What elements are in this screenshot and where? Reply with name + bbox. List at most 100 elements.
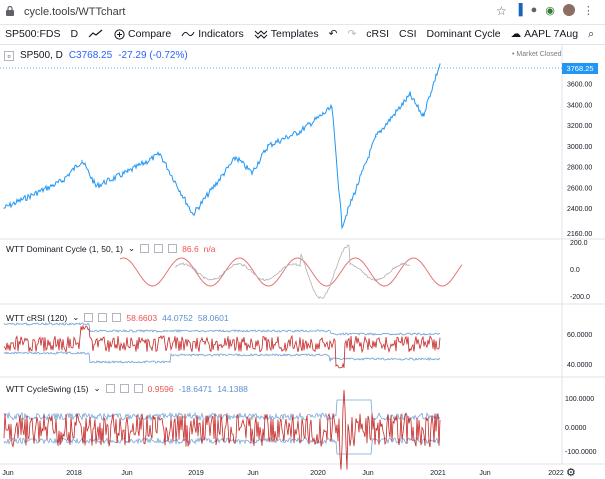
- legend-change: -27.29 (-0.72%): [118, 50, 188, 61]
- eye-icon[interactable]: [140, 244, 150, 253]
- cloud-symbol-button[interactable]: ☁ AAPL 7Aug: [506, 24, 583, 44]
- dc-axis-label: -200.0: [570, 294, 590, 301]
- crsi-value-3: 58.0601: [197, 312, 229, 323]
- chart-canvas[interactable]: 3600.00 3400.00 3200.00 3000.00 2800.00 2600.…: [0, 44, 605, 479]
- price-axis-label: 3200.00: [567, 123, 592, 130]
- price-axis-label: 3000.00: [567, 144, 592, 151]
- search-icon: ⌕: [588, 27, 594, 40]
- star-icon[interactable]: ☆: [496, 4, 507, 18]
- templates-icon: [254, 30, 268, 39]
- eye-icon[interactable]: [105, 384, 115, 393]
- extension-circle-icon[interactable]: ●: [530, 4, 538, 16]
- interval-label: D: [70, 28, 79, 40]
- lock-icon: [4, 5, 18, 19]
- extension-b-icon[interactable]: ▐: [514, 4, 523, 16]
- symbol-label: SP500:FDS: [5, 28, 61, 40]
- time-axis-label: Jun: [362, 470, 373, 477]
- csi-button[interactable]: CSI: [394, 24, 422, 44]
- settings-icon[interactable]: [98, 313, 108, 322]
- dc-axis-label: 200.0: [570, 240, 588, 247]
- price-data-point: [422, 115, 424, 117]
- extension-g-icon[interactable]: ◉: [545, 5, 555, 17]
- legend-symbol[interactable]: SP500, D: [20, 50, 63, 61]
- search-button[interactable]: ⌕: [583, 24, 599, 44]
- chevron-down-icon[interactable]: ⌄: [93, 383, 101, 393]
- crsi-label: cRSI: [366, 28, 390, 40]
- cloud-icon: ☁: [510, 28, 522, 40]
- redo-icon: ↷: [347, 28, 357, 40]
- plus-circle-icon: [114, 28, 125, 40]
- price-axis-label: 2800.00: [567, 165, 592, 172]
- chevron-down-icon[interactable]: ⌄: [128, 243, 136, 253]
- crsi-axis[interactable]: 60.0000 40.0000: [567, 332, 592, 369]
- browser-bar: cycle.tools/WTTchart ☆ ▐ ● ◉ ⋮: [0, 0, 605, 25]
- redo-button[interactable]: ↷: [342, 24, 361, 44]
- settings-icon[interactable]: [119, 384, 129, 393]
- main-legend: ▫ SP500, D C3768.25 -27.29 (-0.72%): [4, 50, 188, 61]
- undo-button[interactable]: ↶: [324, 24, 343, 44]
- compare-label: Compare: [128, 28, 172, 40]
- templates-button[interactable]: Templates: [249, 24, 324, 44]
- dc-value-2: n/a: [203, 243, 216, 254]
- url-text: cycle.tools/WTTchart: [24, 6, 126, 18]
- market-status: • Market Closed: [512, 51, 562, 58]
- csi-label: CSI: [399, 28, 417, 40]
- time-axis-label: Jun: [2, 470, 13, 477]
- dominant-cycle-axis[interactable]: 200.0 0.0 -200.0: [570, 240, 590, 301]
- cycleswing-title[interactable]: WTT CycleSwing (15): [6, 383, 89, 394]
- address-bar[interactable]: cycle.tools/WTTchart: [4, 4, 474, 20]
- crsi-upper-band: [3, 322, 441, 336]
- close-icon[interactable]: [133, 384, 143, 393]
- crsi-value: 58.6603: [126, 312, 158, 323]
- undo-icon: ↶: [328, 28, 338, 40]
- price-series: [3, 63, 441, 227]
- dominant-cycle-legend: WTT Dominant Cycle (1, 50, 1) ⌄ 86.6 n/a: [6, 243, 216, 254]
- settings-button[interactable]: ⚙: [599, 24, 605, 44]
- chart-style-button[interactable]: [83, 24, 109, 44]
- cycleswing-line: [3, 389, 441, 470]
- templates-label: Templates: [270, 28, 319, 40]
- cycleswing-lower-band: [3, 436, 441, 455]
- legend-close: C3768.25: [68, 50, 113, 61]
- price-axis-label: 2400.00: [567, 206, 592, 213]
- interval-button[interactable]: D: [65, 24, 83, 44]
- time-axis[interactable]: Jun 2018 Jun 2019 Jun 2020 Jun 2021 Jun 2022: [2, 470, 564, 477]
- indicators-icon: [181, 31, 195, 37]
- price-axis-label: 2600.00: [567, 185, 592, 192]
- dominant-cycle-label: Dominant Cycle: [426, 28, 501, 40]
- time-axis-label: 2020: [310, 470, 326, 477]
- dc-axis-label: 0.0: [570, 267, 580, 274]
- dc-title[interactable]: WTT Dominant Cycle (1, 50, 1): [6, 243, 123, 254]
- compare-button[interactable]: Compare: [109, 24, 176, 44]
- chevron-down-icon[interactable]: ⌄: [72, 312, 80, 322]
- close-icon[interactable]: [168, 244, 178, 253]
- gear-icon: ⚙: [604, 28, 605, 40]
- crsi-button[interactable]: cRSI: [361, 24, 394, 44]
- dominant-cycle-line: [119, 257, 463, 287]
- time-axis-label: Jun: [479, 470, 490, 477]
- price-data-point: [81, 159, 83, 162]
- cycleswing-upper-band: [3, 399, 441, 422]
- cycleswing-legend: WTT CycleSwing (15) ⌄ 0.9596 -18.6471 14…: [6, 383, 248, 394]
- time-axis-label: Jun: [247, 470, 258, 477]
- dc-value: 86.6: [182, 243, 199, 254]
- time-axis-label: 2019: [188, 470, 204, 477]
- browser-extensions: ☆ ▐ ● ◉ ⋮: [496, 4, 594, 18]
- gear-icon[interactable]: ⚙: [566, 467, 576, 479]
- symbol-search[interactable]: SP500:FDS: [0, 24, 65, 44]
- close-icon[interactable]: [112, 313, 122, 322]
- cycleswing-axis[interactable]: 100.0000 0.0000 -100.0000: [565, 396, 597, 456]
- crsi-lower-band: [3, 351, 441, 364]
- crsi-title[interactable]: WTT cRSI (120): [6, 312, 68, 323]
- avatar[interactable]: [562, 4, 575, 16]
- settings-icon[interactable]: [154, 244, 164, 253]
- price-axis[interactable]: 3600.00 3400.00 3200.00 3000.00 2800.00 2600.…: [567, 82, 592, 238]
- swing-axis-label: -100.0000: [565, 449, 597, 456]
- indicators-button[interactable]: Indicators: [176, 24, 249, 44]
- dominant-cycle-button[interactable]: Dominant Cycle: [422, 24, 506, 44]
- chart-toolbar: SP500:FDS D Compare Indicators Templates…: [0, 24, 605, 45]
- eye-icon[interactable]: [84, 313, 94, 322]
- legend-toggle-icon[interactable]: ▫: [4, 50, 14, 61]
- menu-dots-icon[interactable]: ⋮: [582, 5, 594, 17]
- crsi-axis-label: 60.0000: [567, 332, 592, 339]
